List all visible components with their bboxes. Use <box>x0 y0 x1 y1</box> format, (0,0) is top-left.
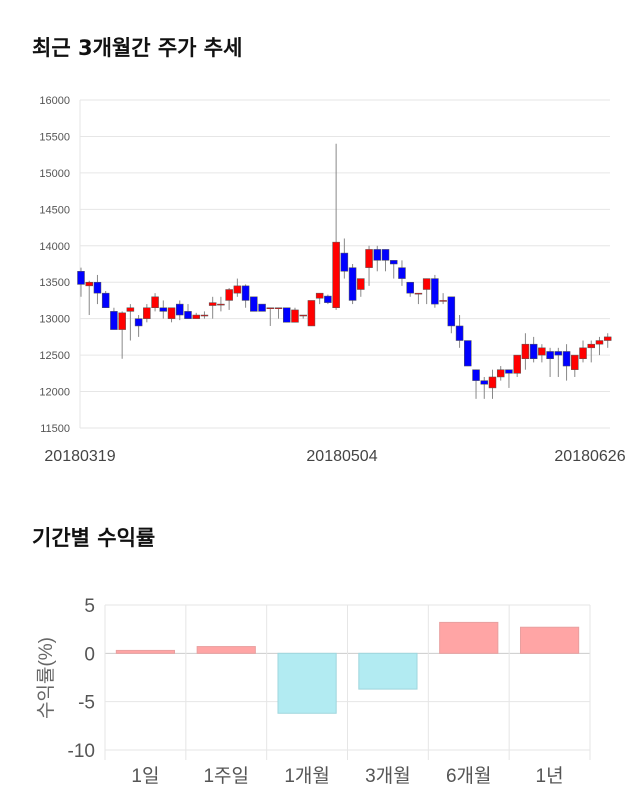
candle-body <box>291 309 299 323</box>
bar-1일 <box>115 649 176 654</box>
candle-body <box>406 281 414 294</box>
x-tick-label: 20180626 <box>554 448 625 465</box>
candle-body <box>554 351 563 356</box>
candle-body <box>455 325 464 341</box>
candle-body <box>266 307 275 309</box>
candle-body <box>274 307 283 309</box>
x-tick-label: 20180504 <box>306 448 377 465</box>
candle-body <box>225 289 233 301</box>
y-tick-label: -10 <box>68 741 95 762</box>
candle-body <box>258 303 266 312</box>
bar-3개월 <box>358 652 418 690</box>
y-tick-label: 13500 <box>39 277 70 289</box>
candle-body <box>513 354 521 374</box>
x-tick-label: 1개월 <box>284 765 330 787</box>
y-tick-label: 11500 <box>40 423 70 435</box>
candle-body <box>233 285 242 294</box>
x-tick-label: 6개월 <box>446 765 492 787</box>
y-tick-label: 5 <box>84 596 95 617</box>
candle-body <box>538 347 546 356</box>
y-tick-label: 0 <box>84 644 95 665</box>
candle-body <box>315 292 324 299</box>
candle-body <box>381 249 390 261</box>
candle-body <box>365 249 373 268</box>
y-tick-label: 13000 <box>39 314 70 326</box>
stock-trend-title: 최근 3개월간 주가 추세 <box>32 36 243 60</box>
candle-body <box>93 281 102 294</box>
candle-body <box>562 351 571 367</box>
bar-1년 <box>519 626 580 654</box>
candle-body <box>414 292 423 295</box>
x-tick-label: 1일 <box>131 765 159 787</box>
candle-body <box>324 295 332 303</box>
candle-body <box>431 278 439 305</box>
candle-body <box>488 376 497 389</box>
bar-1개월 <box>277 652 337 714</box>
candle-body <box>143 307 151 319</box>
candle-body <box>422 278 431 290</box>
candle-body <box>151 296 159 308</box>
y-tick-label: 14500 <box>39 204 70 216</box>
y-tick-label: 12500 <box>39 350 70 362</box>
candle-body <box>282 307 291 323</box>
candle-body <box>521 343 530 360</box>
candle-body <box>77 271 85 285</box>
candle-body <box>159 307 168 312</box>
bar-1주일 <box>196 646 256 654</box>
candle-body <box>176 303 184 316</box>
candle-body <box>505 369 513 374</box>
candle-body <box>332 241 340 308</box>
y-tick-label: 15500 <box>39 131 70 143</box>
y-tick-label: 16000 <box>39 95 70 107</box>
candle-body <box>340 252 349 272</box>
candle-body <box>208 302 217 306</box>
bar-6개월 <box>439 621 499 654</box>
candle-body <box>167 307 176 319</box>
candle-body <box>307 300 316 327</box>
y-tick-label: 15000 <box>39 168 70 180</box>
candle-body <box>447 296 456 327</box>
candle-body <box>250 296 258 312</box>
candle-body <box>480 380 489 385</box>
candle-body <box>126 307 135 312</box>
candle-body <box>529 343 538 360</box>
candle-body <box>85 281 93 287</box>
y-tick-label: 14000 <box>39 241 70 253</box>
candle-body <box>546 351 554 360</box>
candle-body <box>439 300 447 302</box>
candle-body <box>571 354 579 370</box>
x-tick-label: 1주일 <box>203 765 249 787</box>
candle-body <box>217 303 225 306</box>
candle-body <box>464 340 472 367</box>
candle-body <box>579 347 587 360</box>
x-tick-label: 20180319 <box>44 448 115 465</box>
candle-body <box>373 249 382 261</box>
candle-body <box>110 311 118 330</box>
candle-body <box>472 369 480 381</box>
x-tick-label: 3개월 <box>365 765 411 787</box>
candle-body <box>587 343 595 349</box>
candle-body <box>118 312 126 330</box>
candle-body <box>192 314 200 319</box>
candle-body <box>299 314 307 317</box>
candlestick-chart: 11500 12000 12500 13000 13500 14000 14500 15000… <box>39 95 625 465</box>
candle-body <box>200 314 209 317</box>
returns-title: 기간별 수익률 <box>32 526 156 550</box>
candle-body <box>398 267 406 279</box>
x-tick-label: 1년 <box>536 765 564 787</box>
y-tick-label: -5 <box>78 693 95 714</box>
candle-body <box>184 311 192 319</box>
candle-body <box>603 336 612 341</box>
y-tick-label: 12000 <box>39 387 70 399</box>
candle-body <box>101 292 110 308</box>
candle-body <box>241 285 250 301</box>
candle-body <box>134 318 143 327</box>
candle-body <box>357 278 365 290</box>
candle-body <box>348 267 357 301</box>
y-axis-label: 수익률(%) <box>35 637 57 719</box>
candle-body <box>496 369 505 378</box>
candle-body <box>389 260 398 265</box>
candle-body <box>595 340 604 345</box>
